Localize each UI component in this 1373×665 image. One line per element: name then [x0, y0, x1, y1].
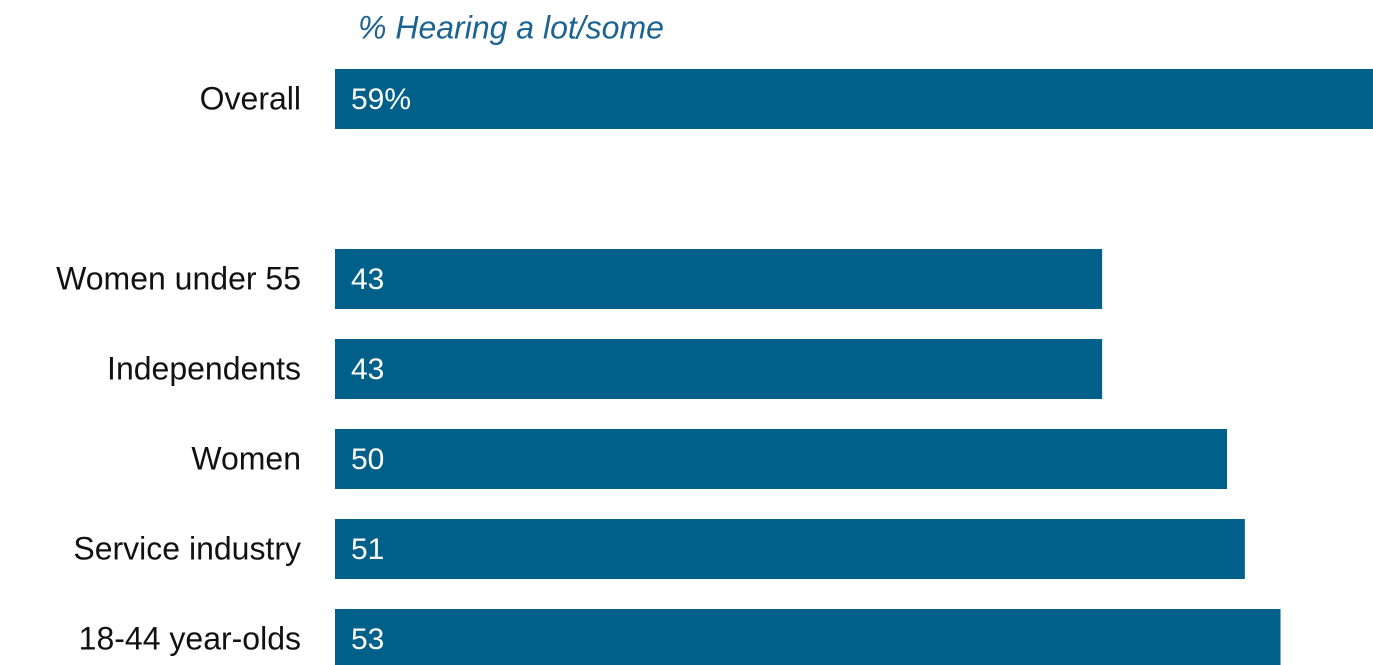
- value-label: 43: [351, 353, 384, 386]
- bar: [335, 339, 1103, 399]
- bar: [335, 69, 1373, 129]
- value-label: 53: [351, 623, 384, 656]
- value-label: 50: [351, 443, 384, 476]
- value-label: 59%: [351, 83, 411, 116]
- value-label: 43: [351, 263, 384, 296]
- category-label: Service industry: [73, 530, 301, 566]
- category-label: Women: [191, 440, 301, 476]
- category-label: Independents: [107, 350, 301, 386]
- bar: [335, 429, 1227, 489]
- bar: [335, 519, 1245, 579]
- category-label: Women under 55: [56, 260, 301, 296]
- chart-title: % Hearing a lot/some: [358, 9, 664, 45]
- value-label: 51: [351, 533, 384, 566]
- category-label: Overall: [200, 80, 301, 116]
- bar: [335, 249, 1103, 309]
- category-label: 18-44 year-olds: [79, 620, 301, 656]
- bar: [335, 609, 1281, 665]
